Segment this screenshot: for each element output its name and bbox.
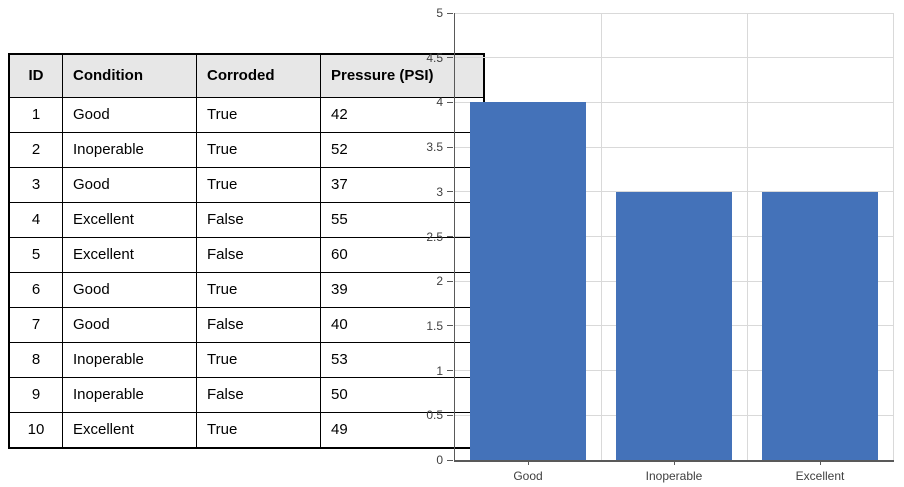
- table-cell: 39: [320, 272, 485, 308]
- pipe-data-table: ID Condition Corroded Pressure (PSI) 1 Good T…: [8, 53, 485, 449]
- table-cell: 52: [320, 132, 485, 168]
- column-header-corroded: Corroded: [196, 53, 321, 98]
- y-axis-tick-label: 0: [436, 453, 443, 467]
- table-cell: 10: [8, 412, 63, 449]
- table-cell: 42: [320, 97, 485, 133]
- table-body: 1 Good True 42 2 Inoperable True 52 3 Good True 37 4…: [8, 97, 485, 449]
- table-cell: 9: [8, 377, 63, 413]
- table-cell: False: [196, 307, 321, 343]
- table-cell: Good: [62, 272, 197, 308]
- y-axis-tick: [447, 370, 453, 372]
- y-axis-tick: [447, 414, 453, 416]
- table-cell: Inoperable: [62, 132, 197, 168]
- table-cell: 49: [320, 412, 485, 449]
- table-cell: 3: [8, 167, 63, 203]
- y-axis-line: [453, 13, 455, 460]
- table-cell: Excellent: [62, 237, 197, 273]
- table-cell: 53: [320, 342, 485, 378]
- y-axis-tick: [447, 236, 453, 237]
- table-cell: 8: [8, 342, 63, 378]
- y-axis-tick-label: 4.5: [426, 50, 443, 65]
- gridline-horizontal: [455, 191, 893, 193]
- table-cell: 4: [8, 202, 63, 238]
- y-axis-tick-label: 5: [436, 6, 443, 20]
- table-cell: True: [196, 97, 321, 133]
- table-cell: True: [196, 272, 321, 308]
- table-row: 5 Excellent False 60: [8, 237, 485, 273]
- table-cell: False: [196, 377, 321, 413]
- gridline-horizontal: [455, 12, 893, 14]
- table-header-row: ID Condition Corroded Pressure (PSI): [8, 53, 485, 98]
- x-axis-category-label: Inoperable: [645, 469, 703, 483]
- table-cell: 1: [8, 97, 63, 133]
- y-axis-tick-label: 3.5: [426, 140, 443, 155]
- column-header-id: ID: [8, 53, 63, 98]
- gridline-vertical: [746, 13, 748, 460]
- table-row: 9 Inoperable False 50: [8, 377, 485, 413]
- bar-good: [469, 102, 587, 460]
- column-header-pressure-psi: Pressure (PSI): [320, 53, 485, 98]
- table-row: 4 Excellent False 55: [8, 202, 485, 238]
- table-cell: Inoperable: [62, 377, 197, 413]
- x-axis-category-label: Excellent: [795, 469, 845, 483]
- x-axis-tick: [528, 460, 529, 465]
- table-cell: False: [196, 202, 321, 238]
- table-cell: True: [196, 342, 321, 378]
- y-axis-tick: [447, 146, 453, 148]
- bar-inoperable: [615, 191, 733, 460]
- table-cell: 50: [320, 377, 485, 413]
- column-header-condition: Condition: [62, 53, 197, 98]
- table-row: 8 Inoperable True 53: [8, 342, 485, 378]
- y-axis-tick-label: 2: [436, 274, 443, 289]
- y-axis-tick: [447, 280, 453, 282]
- table-cell: False: [196, 237, 321, 273]
- table-cell: Excellent: [62, 412, 197, 449]
- bar-excellent: [761, 191, 879, 460]
- condition-bar-chart: 0 0.5 1 1.5 2 2.5 3 3.5 4 4.5 5 Good Inoperable Excel…: [426, 6, 894, 483]
- y-axis-tick-label: 2.5: [426, 229, 443, 244]
- gridline-horizontal: [455, 101, 893, 103]
- table-row: 2 Inoperable True 52: [8, 132, 485, 168]
- x-axis-line: [453, 460, 894, 462]
- table-cell: Excellent: [62, 202, 197, 238]
- table-row: 1 Good True 42: [8, 97, 485, 133]
- x-axis-tick: [674, 460, 675, 465]
- y-axis-tick: [447, 101, 453, 103]
- table-cell: Inoperable: [62, 342, 197, 378]
- table-row: 7 Good False 40: [8, 307, 485, 343]
- table-cell: Good: [62, 307, 197, 343]
- y-axis-tick-label: 1.5: [426, 318, 443, 333]
- table-cell: True: [196, 132, 321, 168]
- table-cell: 5: [8, 237, 63, 273]
- table-cell: 60: [320, 237, 485, 273]
- gridline-horizontal: [455, 146, 893, 148]
- table-cell: 7: [8, 307, 63, 343]
- y-axis-tick: [447, 459, 453, 461]
- table-head: ID Condition Corroded Pressure (PSI): [8, 53, 485, 98]
- table-row: 3 Good True 37: [8, 167, 485, 203]
- table-cell: True: [196, 167, 321, 203]
- y-axis-tick: [447, 12, 453, 14]
- table-cell: 2: [8, 132, 63, 168]
- y-axis-tick-label: 1: [436, 363, 443, 378]
- table-cell: Good: [62, 167, 197, 203]
- gridline-vertical: [600, 13, 602, 460]
- table-cell: 55: [320, 202, 485, 238]
- y-axis-tick-label: 0.5: [426, 408, 443, 423]
- y-axis-tick-label: 3: [436, 184, 443, 199]
- y-axis-tick: [447, 191, 453, 193]
- plot-right-border: [893, 13, 894, 460]
- x-axis-tick: [820, 460, 821, 465]
- x-axis-category-label: Good: [513, 469, 543, 483]
- table-cell: True: [196, 412, 321, 449]
- table-cell: 6: [8, 272, 63, 308]
- y-axis-tick-label: 4: [436, 95, 443, 110]
- table-row: 10 Excellent True 49: [8, 412, 485, 449]
- y-axis-tick: [447, 325, 453, 327]
- y-axis-tick: [447, 57, 453, 59]
- table-cell: Good: [62, 97, 197, 133]
- table-row: 6 Good True 39: [8, 272, 485, 308]
- gridline-horizontal: [455, 57, 893, 59]
